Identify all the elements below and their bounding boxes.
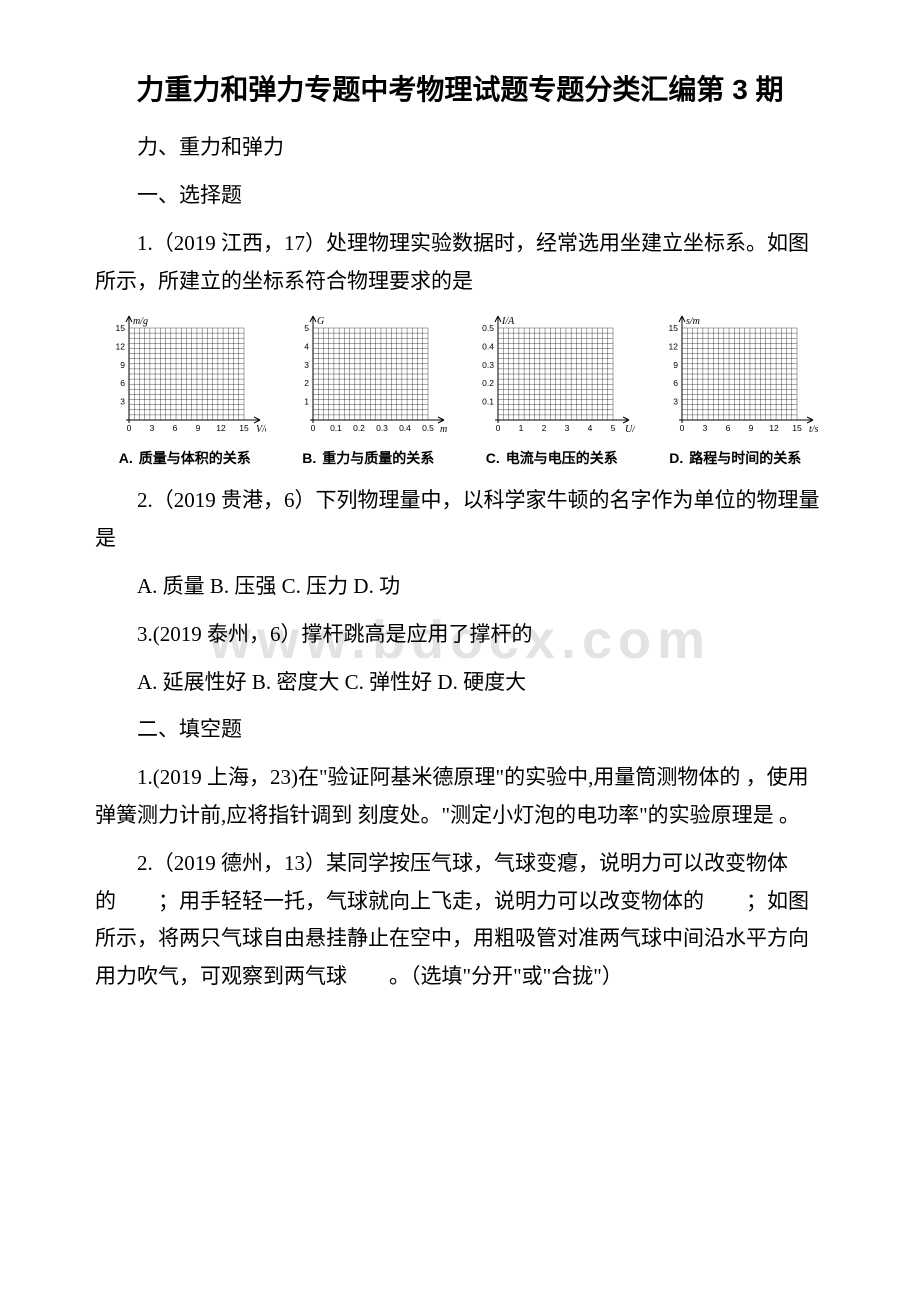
page-title: 力重力和弹力专题中考物理试题专题分类汇编第 3 期 xyxy=(95,70,825,109)
svg-text:15: 15 xyxy=(669,323,679,333)
caption-d-text: 路程与时间的关系 xyxy=(689,450,801,466)
svg-text:12: 12 xyxy=(669,342,679,352)
caption-d-letter: D. xyxy=(669,450,683,466)
topic-heading: 力、重力和弹力 xyxy=(95,129,825,167)
svg-text:6: 6 xyxy=(726,423,731,433)
svg-text:m: m xyxy=(440,424,447,435)
question-3: 3.(2019 泰州，6）撑杆跳高是应用了撑杆的 xyxy=(95,616,825,654)
svg-text:2: 2 xyxy=(305,379,310,389)
svg-text:12: 12 xyxy=(216,423,226,433)
question-1: 1.（2019 江西，17）处理物理实验数据时，经常选用坐建立坐标系。如图所示，… xyxy=(95,225,825,301)
svg-text:6: 6 xyxy=(674,379,679,389)
svg-text:0: 0 xyxy=(126,423,131,433)
chart-d-svg: 3 6 9 12 15 0 3 6 9 12 15 s/m t/s xyxy=(654,312,819,442)
svg-text:s/m: s/m xyxy=(686,316,700,327)
svg-text:3: 3 xyxy=(674,397,679,407)
caption-c-letter: C. xyxy=(486,450,500,466)
fill-heading: 二、填空题 xyxy=(95,711,825,749)
svg-text:G: G xyxy=(317,316,324,327)
svg-text:0.4: 0.4 xyxy=(399,423,411,433)
svg-text:5: 5 xyxy=(305,323,310,333)
svg-text:12: 12 xyxy=(115,342,125,352)
svg-text:15: 15 xyxy=(793,423,803,433)
svg-text:15: 15 xyxy=(115,323,125,333)
chart-c: 0.1 0.2 0.3 0.4 0.5 0 1 2 3 4 5 I/A U/V xyxy=(464,312,641,442)
caption-a-letter: A. xyxy=(119,450,133,466)
svg-text:0.5: 0.5 xyxy=(422,423,434,433)
caption-d: D. 路程与时间的关系 xyxy=(646,448,826,468)
svg-text:0: 0 xyxy=(311,423,316,433)
svg-text:5: 5 xyxy=(610,423,615,433)
svg-text:0: 0 xyxy=(680,423,685,433)
chart-a: 3 6 9 12 15 0 3 6 9 12 15 m/g V/cm³ xyxy=(95,312,272,442)
svg-text:U/V: U/V xyxy=(625,424,635,435)
svg-text:15: 15 xyxy=(239,423,249,433)
question-2-options: A. 质量 B. 压强 C. 压力 D. 功 xyxy=(95,568,825,606)
svg-text:9: 9 xyxy=(195,423,200,433)
charts-row: 369121503691215m/gV/cm³ 1234500.10.20.30… xyxy=(95,312,825,442)
svg-text:1: 1 xyxy=(305,397,310,407)
caption-c: C. 电流与电压的关系 xyxy=(462,448,642,468)
svg-text:m/g: m/g xyxy=(133,316,148,327)
mcq-heading: 一、选择题 xyxy=(95,177,825,215)
svg-text:2: 2 xyxy=(541,423,546,433)
svg-text:0.3: 0.3 xyxy=(376,423,388,433)
chart-b: 1 2 3 4 5 0 0.1 0.2 0.3 0.4 0.5 Gm xyxy=(280,312,457,442)
question-3-options: A. 延展性好 B. 密度大 C. 弹性好 D. 硬度大 xyxy=(95,664,825,702)
svg-text:3: 3 xyxy=(120,397,125,407)
svg-text:9: 9 xyxy=(749,423,754,433)
svg-text:6: 6 xyxy=(120,379,125,389)
chart-c-svg: 0.1 0.2 0.3 0.4 0.5 0 1 2 3 4 5 I/A U/V xyxy=(470,312,635,442)
svg-text:0.2: 0.2 xyxy=(482,379,494,389)
svg-text:3: 3 xyxy=(703,423,708,433)
caption-b: B. 重力与质量的关系 xyxy=(279,448,459,468)
svg-text:3: 3 xyxy=(149,423,154,433)
svg-text:0.5: 0.5 xyxy=(482,323,494,333)
svg-text:0.1: 0.1 xyxy=(330,423,342,433)
svg-text:0.1: 0.1 xyxy=(482,397,494,407)
svg-text:0.2: 0.2 xyxy=(353,423,365,433)
caption-c-text: 电流与电压的关系 xyxy=(506,450,618,466)
question-2: 2.（2019 贵港，6）下列物理量中，以科学家牛顿的名字作为单位的物理量是 xyxy=(95,482,825,558)
content-layer: 力重力和弹力专题中考物理试题专题分类汇编第 3 期 力、重力和弹力 一、选择题 … xyxy=(95,70,825,996)
fill-question-2: 2.（2019 德州，13）某同学按压气球，气球变瘪，说明力可以改变物体的 ；用… xyxy=(95,845,825,996)
svg-text:4: 4 xyxy=(305,342,310,352)
svg-text:9: 9 xyxy=(674,360,679,370)
svg-text:I/A: I/A xyxy=(501,316,515,327)
svg-text:3: 3 xyxy=(305,360,310,370)
chart-d: 3 6 9 12 15 0 3 6 9 12 15 s/m t/s xyxy=(649,312,826,442)
fill-question-1: 1.(2019 上海，23)在"验证阿基米德原理"的实验中,用量筒测物体的 ，使… xyxy=(95,759,825,835)
caption-b-text: 重力与质量的关系 xyxy=(322,450,434,466)
caption-a: A. 质量与体积的关系 xyxy=(95,448,275,468)
caption-a-text: 质量与体积的关系 xyxy=(139,450,251,466)
svg-text:3: 3 xyxy=(564,423,569,433)
caption-b-letter: B. xyxy=(302,450,316,466)
svg-text:0.3: 0.3 xyxy=(482,360,494,370)
svg-text:12: 12 xyxy=(770,423,780,433)
charts-caption-row: A. 质量与体积的关系 B. 重力与质量的关系 C. 电流与电压的关系 D. 路程与时间… xyxy=(95,448,825,468)
chart-a-svg: 3 6 9 12 15 0 3 6 9 12 15 m/g V/cm³ xyxy=(101,312,266,442)
svg-text:1: 1 xyxy=(518,423,523,433)
chart-b-svg: 1 2 3 4 5 0 0.1 0.2 0.3 0.4 0.5 Gm xyxy=(285,312,450,442)
svg-text:t/s: t/s xyxy=(809,424,819,435)
svg-text:9: 9 xyxy=(120,360,125,370)
svg-text:0.4: 0.4 xyxy=(482,342,494,352)
svg-text:6: 6 xyxy=(172,423,177,433)
svg-text:V/cm³: V/cm³ xyxy=(256,424,266,435)
svg-text:4: 4 xyxy=(587,423,592,433)
svg-text:0: 0 xyxy=(495,423,500,433)
